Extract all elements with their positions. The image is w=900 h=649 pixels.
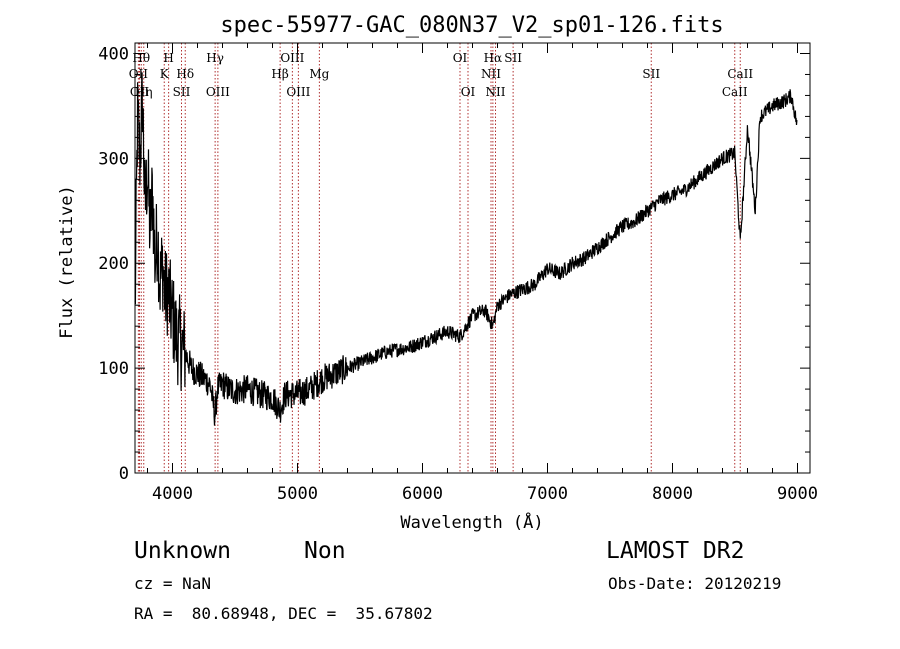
line-label-19: SII	[504, 51, 522, 65]
y-tick-label: 100	[98, 359, 129, 379]
line-label-10: Hβ	[271, 67, 288, 81]
emission-line-markers	[137, 43, 741, 473]
object-class: Unknown	[134, 538, 231, 564]
line-label-2: Hθ	[132, 51, 150, 65]
line-label-4: K	[160, 67, 170, 81]
x-tick-label: 7000	[527, 484, 568, 504]
object-subclass: Non	[304, 538, 346, 564]
emission-line-labels: OIIOIIHθHηKHSIIHδHγOIIIHβOIIIOIIIMgOIOIN…	[129, 51, 754, 99]
line-label-11: OIII	[280, 51, 304, 65]
chart-title: spec-55977-GAC_080N37_V2_sp01-126.fits	[220, 13, 723, 38]
y-tick-label: 200	[98, 254, 129, 274]
line-label-12: OIII	[286, 85, 310, 99]
line-label-5: H	[163, 51, 173, 65]
coordinates: RA = 80.68948, DEC = 35.67802	[134, 604, 433, 623]
line-label-15: OI	[461, 85, 476, 99]
line-label-14: OI	[453, 51, 468, 65]
y-axis-ticks: 0 100 200 300 400	[98, 44, 810, 484]
line-label-16: NII	[481, 67, 501, 81]
x-tick-label: 5000	[277, 484, 318, 504]
line-label-18: NII	[486, 85, 506, 99]
line-label-21: CaII	[722, 85, 748, 99]
y-tick-label: 0	[119, 464, 129, 484]
x-tick-label: 6000	[402, 484, 443, 504]
y-tick-label: 300	[98, 149, 129, 169]
line-label-22: CaII	[727, 67, 753, 81]
obs-date: Obs-Date: 20120219	[608, 574, 782, 593]
line-label-7: Hδ	[176, 67, 194, 81]
line-label-9: OIII	[206, 85, 230, 99]
plot-frame	[134, 42, 811, 474]
x-tick-label: 4000	[152, 484, 193, 504]
line-label-6: SII	[173, 85, 191, 99]
x-axis-ticks: 4000 5000 6000 7000 8000 9000	[147, 43, 818, 504]
line-label-17: Hα	[484, 51, 503, 65]
x-tick-label: 9000	[777, 484, 818, 504]
survey-name: LAMOST DR2	[606, 538, 745, 564]
y-tick-label: 400	[98, 44, 129, 64]
x-tick-label: 8000	[652, 484, 693, 504]
line-label-13: Mg	[309, 67, 329, 81]
y-axis-label: Flux (relative)	[57, 185, 77, 339]
spectrum-line	[134, 72, 798, 426]
line-label-8: Hγ	[206, 51, 224, 65]
redshift-cz: cz = NaN	[134, 574, 212, 593]
x-axis-label: Wavelength (Å)	[400, 511, 543, 533]
line-label-20: SII	[642, 67, 660, 81]
